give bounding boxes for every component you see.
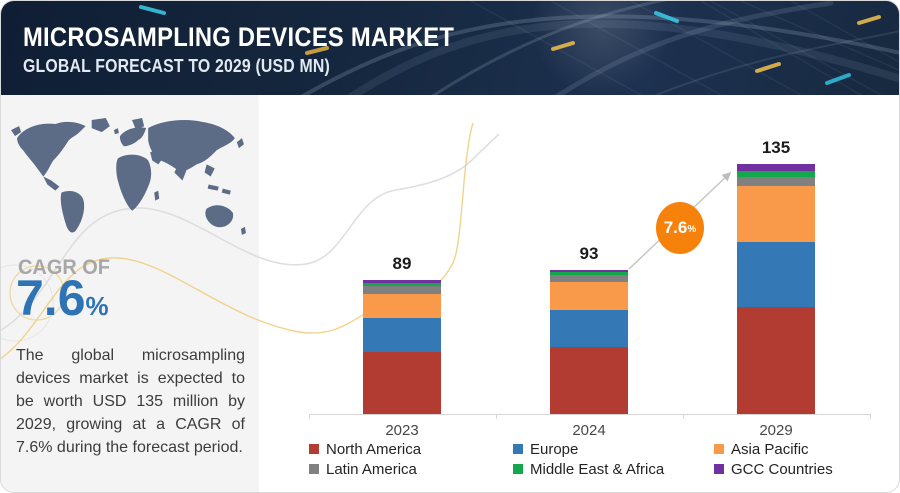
legend-label: Asia Pacific	[731, 440, 809, 458]
header-banner: MICROSAMPLING DEVICES MARKET GLOBAL FORE…	[1, 1, 899, 95]
legend-swatch-north-america	[309, 444, 319, 454]
segment-north-america	[737, 306, 815, 414]
bar-total-label: 93	[579, 244, 599, 263]
callout-number: 7.6	[663, 218, 688, 237]
segment-gcc-countries	[550, 270, 628, 273]
axis-label-2029: 2029	[759, 422, 793, 439]
legend-item-gcc-countries: GCC Countries	[714, 459, 887, 479]
axis-tick	[496, 414, 497, 419]
stacked-bar-2029	[737, 164, 815, 414]
segment-asia-pacific	[363, 293, 441, 318]
segment-latin-america	[550, 274, 628, 283]
segment-middle-east-africa	[550, 272, 628, 275]
stacked-bar-2024	[550, 270, 628, 414]
legend-label: Latin America	[326, 460, 417, 478]
legend-swatch-asia-pacific	[714, 444, 724, 454]
axis-label-2024: 2024	[572, 422, 606, 439]
legend-item-north-america: North America	[309, 439, 513, 459]
legend-label: North America	[326, 440, 422, 458]
legend-label: Europe	[530, 440, 579, 458]
axis-tick	[870, 414, 871, 419]
segment-middle-east-africa	[737, 170, 815, 177]
callout-percent-sign: %	[687, 224, 697, 235]
chart-legend: North America Europe Asia Pacific Latin Ame…	[309, 439, 887, 479]
x-axis	[309, 414, 870, 415]
legend-swatch-latin-america	[309, 464, 319, 474]
legend-item-latin-america: Latin America	[309, 459, 513, 479]
legend-item-asia-pacific: Asia Pacific	[714, 439, 887, 459]
legend-swatch-gcc-countries	[714, 464, 724, 474]
page-title: MICROSAMPLING DEVICES MARKET	[23, 22, 455, 52]
segment-latin-america	[737, 176, 815, 187]
segment-europe	[737, 241, 815, 307]
stacked-bar-2023	[363, 280, 441, 414]
segment-asia-pacific	[737, 186, 815, 242]
legend-label: GCC Countries	[731, 460, 833, 478]
axis-tick	[309, 414, 310, 419]
segment-north-america	[550, 347, 628, 414]
segment-latin-america	[363, 286, 441, 294]
legend-swatch-middle-east-africa	[513, 464, 523, 474]
segment-europe	[550, 310, 628, 348]
page-subtitle: GLOBAL FORECAST TO 2029 (USD MN)	[23, 56, 330, 76]
cagr-callout-badge: 7.6%	[656, 202, 704, 254]
bar-total-label: 89	[392, 254, 412, 273]
legend-swatch-europe	[513, 444, 523, 454]
segment-north-america	[363, 352, 441, 414]
segment-europe	[363, 317, 441, 353]
axis-label-2023: 2023	[385, 422, 419, 439]
legend-item-middle-east-africa: Middle East & Africa	[513, 459, 714, 479]
segment-gcc-countries	[737, 164, 815, 171]
header-network-decoration	[139, 1, 899, 95]
axis-tick	[683, 414, 684, 419]
legend-item-europe: Europe	[513, 439, 714, 459]
legend-label: Middle East & Africa	[530, 460, 665, 478]
bar-total-label: 135	[761, 138, 791, 157]
segment-asia-pacific	[550, 282, 628, 311]
